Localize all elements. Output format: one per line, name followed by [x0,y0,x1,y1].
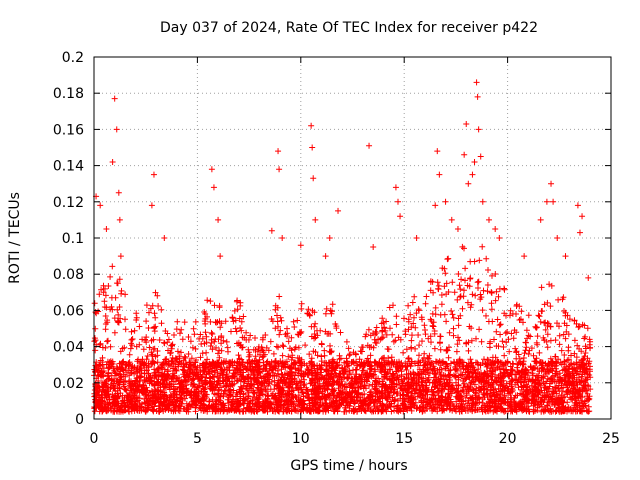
data-point [485,216,492,223]
data-point [434,148,441,155]
data-point [474,93,481,100]
point-cloud [91,243,594,415]
data-point [116,216,123,223]
data-point [473,79,480,86]
data-point [322,253,329,260]
data-point [276,166,283,173]
y-tick-label: 0.02 [53,376,84,392]
data-points [91,79,594,415]
data-point [432,202,439,209]
data-point [436,171,443,178]
x-tick-label: 5 [193,431,202,447]
x-tick-label: 10 [292,431,310,447]
y-axis-label: ROTI / TECUs [7,192,23,284]
data-point [521,253,528,260]
data-point [335,207,342,214]
data-point [148,202,155,209]
x-axis-label: GPS time / hours [290,458,407,474]
data-point [479,198,486,205]
data-point [103,225,110,232]
data-point [461,151,468,158]
data-point [370,244,377,251]
data-point [579,213,586,220]
data-point [215,216,222,223]
data-point [310,175,317,182]
data-point [113,126,120,133]
y-tick-labels: 0 0.02 0.04 0.06 0.08 0.1 0.12 0.14 0.16 0.18 0.2 [53,50,84,428]
data-point [268,227,275,234]
data-point [150,171,157,178]
data-point [471,158,478,165]
data-point [279,235,286,241]
data-point [442,198,449,205]
data-point [562,253,569,260]
data-point [309,144,316,151]
data-point [554,235,561,241]
data-point [496,235,503,241]
data-point [366,142,373,149]
data-point [475,126,482,133]
y-tick-label: 0.14 [53,159,84,175]
data-point [392,184,399,191]
data-point [477,153,484,160]
data-point [275,148,282,155]
data-point [97,202,104,209]
y-tick-label: 0.08 [53,267,84,283]
data-point [469,171,476,178]
data-point [463,120,470,127]
data-point [413,235,420,241]
y-tick-label: 0.16 [53,122,84,138]
y-tick-label: 0.04 [53,340,84,356]
data-point [326,235,333,241]
axis-ticks [93,56,612,420]
data-point [115,189,122,196]
data-point [448,216,455,223]
x-tick-label: 25 [602,431,620,447]
x-tick-labels: 0 5 10 15 20 25 [90,431,620,447]
y-tick-label: 0.1 [62,231,84,247]
data-point [111,95,118,102]
y-tick-label: 0 [75,412,84,428]
data-point [492,225,499,232]
y-tick-label: 0.06 [53,303,84,319]
data-point [210,184,217,191]
data-point [217,253,224,260]
data-point [574,202,581,209]
data-point [117,253,124,260]
data-point [537,216,544,223]
data-point [543,198,550,205]
data-point [576,229,583,236]
data-point [312,216,319,223]
grid-lines [94,57,611,419]
data-point [585,274,592,281]
data-point [161,235,168,241]
data-point [397,213,404,220]
y-tick-label: 0.18 [53,86,84,102]
data-point [548,180,555,187]
data-point [208,166,215,173]
data-point [454,225,461,232]
data-point [465,180,472,187]
y-tick-label: 0.2 [62,50,84,66]
data-point [394,198,401,205]
data-point [550,198,557,205]
data-point [308,122,315,129]
y-tick-label: 0.12 [53,195,84,211]
data-point [109,158,116,165]
x-tick-label: 0 [90,431,99,447]
x-tick-label: 20 [499,431,517,447]
chart-title: Day 037 of 2024, Rate Of TEC Index for r… [160,20,538,36]
x-tick-label: 15 [395,431,413,447]
data-point [297,242,304,249]
